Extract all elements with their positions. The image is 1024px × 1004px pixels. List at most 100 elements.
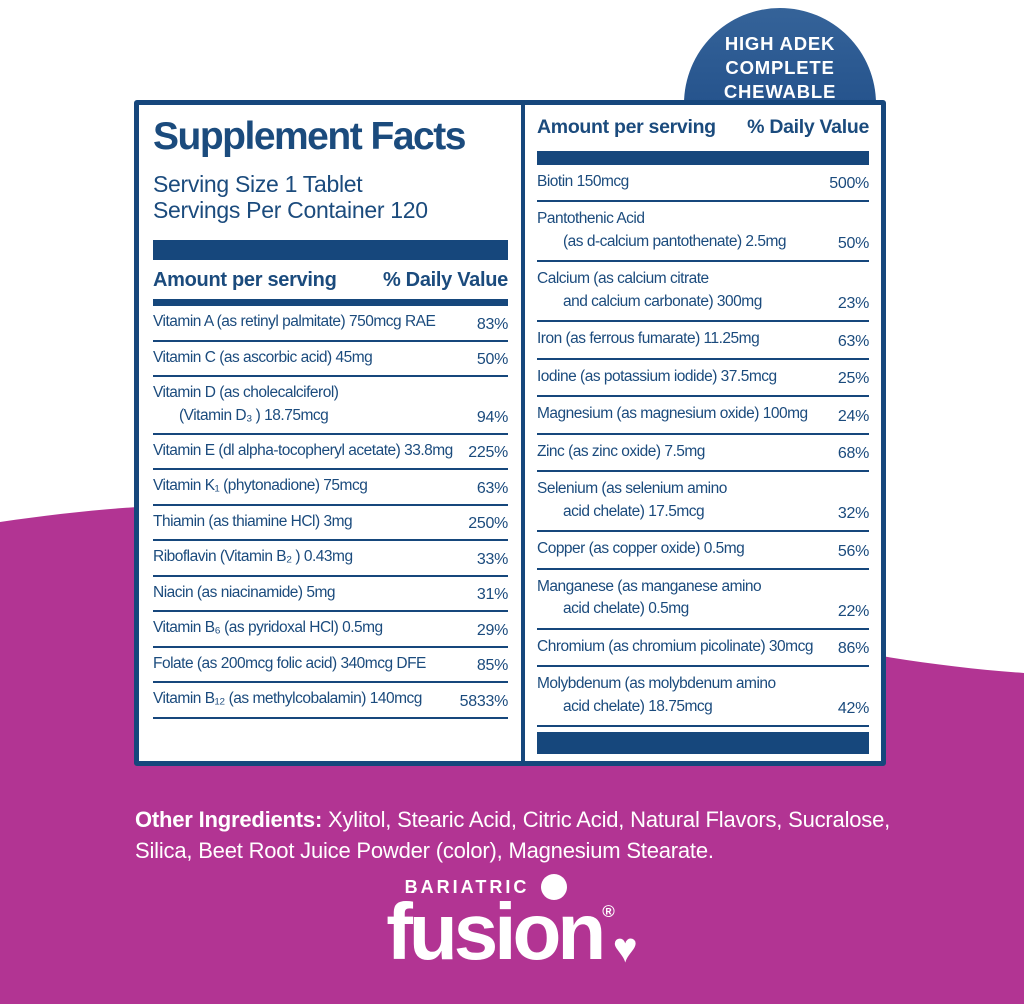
daily-value-percent: 5833%	[459, 692, 509, 710]
nutrient-name: Manganese (as manganese amino acid chelat…	[537, 576, 762, 621]
table-row: Vitamin B₆ (as pyridoxal HCl) 0.5mg 29%	[153, 612, 508, 648]
nutrient-name: Iodine (as potassium iodide) 37.5mcg	[537, 367, 777, 385]
badge-line-3: CHEWABLE	[723, 81, 837, 102]
registered-mark-icon: ®	[602, 902, 615, 921]
table-row: Vitamin A (as retinyl palmitate) 750mcg …	[153, 306, 508, 342]
table-row: Magnesium (as magnesium oxide) 100mg 24%	[537, 397, 869, 435]
i-dot-icon	[541, 874, 568, 900]
nutrient-name: Vitamin A (as retinyl palmitate) 750mcg …	[153, 313, 436, 331]
nutrient-name: Pantothenic Acid (as d-calcium pantothena…	[537, 208, 787, 253]
daily-value-percent: 24%	[837, 407, 869, 425]
daily-value-percent: 42%	[837, 699, 869, 717]
nutrient-name: Vitamin E (dl alpha-tocopheryl acetate) …	[153, 441, 453, 459]
daily-value-percent: 33%	[476, 550, 508, 568]
nutrient-name-line2: (as d-calcium pantothenate) 2.5mg	[563, 232, 787, 250]
daily-value-percent: 56%	[837, 542, 869, 560]
amount-header: Amount per serving	[537, 116, 716, 138]
daily-value-percent: 500%	[829, 175, 869, 193]
table-row: Manganese (as manganese amino acid chelat…	[537, 570, 869, 630]
table-row: Vitamin C (as ascorbic acid) 45mg 50%	[153, 342, 508, 378]
nutrient-name: Vitamin B₁₂ (as methylcobalamin) 140mcg	[153, 690, 422, 708]
daily-value-header: % Daily Value	[747, 116, 869, 138]
nutrient-name: Thiamin (as thiamine HCl) 3mg	[153, 512, 353, 530]
table-row: Biotin 150mcg 500%	[537, 165, 869, 203]
nutrient-name: Chromium (as chromium picolinate) 30mcg	[537, 637, 813, 655]
daily-value-header: % Daily Value	[382, 269, 508, 292]
daily-value-percent: 50%	[837, 235, 869, 253]
table-row: Selenium (as selenium amino acid chelate)…	[537, 472, 869, 533]
brand-logo: BARIATRIC fusion ® ♥	[0, 874, 1024, 976]
other-ingredients: Other Ingredients: Xylitol, Stearic Acid…	[135, 804, 905, 866]
table-row: Pantothenic Acid (as d-calcium pantothena…	[537, 202, 869, 263]
heart-icon: ♥	[612, 924, 638, 972]
right-column-headers: Amount per serving % Daily Value	[537, 109, 869, 145]
separator-bar	[153, 240, 508, 261]
table-row: Copper (as copper oxide) 0.5mg 56%	[537, 532, 869, 570]
daily-value-percent: 23%	[837, 295, 869, 313]
brand-name-row: fusion ® ♥	[386, 887, 638, 976]
daily-value-percent: 68%	[837, 445, 869, 463]
supplement-facts-panel: Supplement Facts Serving Size 1 Tablet S…	[134, 100, 886, 766]
nutrient-name-line2: (Vitamin D₃ ) 18.75mcg	[179, 406, 329, 424]
header-rule	[153, 299, 508, 307]
table-row: Iron (as ferrous fumarate) 11.25mg 63%	[537, 322, 869, 360]
servings-per-container: Servings Per Container 120	[153, 197, 428, 224]
daily-value-percent: 50%	[476, 351, 508, 369]
nutrient-name-line2: acid chelate) 0.5mg	[563, 600, 689, 618]
nutrient-name-line2: acid chelate) 17.5mcg	[563, 502, 705, 520]
nutrient-name: Zinc (as zinc oxide) 7.5mg	[537, 442, 705, 460]
daily-value-percent: 63%	[476, 479, 508, 497]
nutrient-name: Vitamin C (as ascorbic acid) 45mg	[153, 348, 373, 366]
serving-size: Serving Size 1 Tablet	[153, 170, 363, 197]
daily-value-percent: 25%	[837, 370, 869, 388]
table-row: Calcium (as calcium citrate and calcium c…	[537, 262, 869, 323]
table-row: Zinc (as zinc oxide) 7.5mg 68%	[537, 435, 869, 473]
badge-line-1: HIGH ADEK	[724, 33, 836, 54]
daily-value-percent: 94%	[476, 408, 508, 426]
nutrient-name: Copper (as copper oxide) 0.5mg	[537, 540, 745, 558]
table-row: Iodine (as potassium iodide) 37.5mcg 25%	[537, 360, 869, 398]
table-row: Vitamin K₁ (phytonadione) 75mcg 63%	[153, 470, 508, 506]
nutrient-name: Niacin (as niacinamide) 5mg	[153, 583, 336, 601]
other-ingredients-text: Xylitol, Stearic Acid, Citric Acid, Natu…	[135, 807, 891, 864]
daily-value-percent: 29%	[476, 621, 508, 639]
serving-info: Serving Size 1 Tablet Servings Per Conta…	[153, 171, 508, 224]
nutrient-name: Iron (as ferrous fumarate) 11.25mg	[537, 330, 760, 348]
nutrient-name: Vitamin D (as cholecalciferol) (Vitamin D…	[153, 382, 339, 427]
brand-top-text: BARIATRIC	[404, 876, 530, 897]
table-row: Chromium (as chromium picolinate) 30mcg 8…	[537, 630, 869, 668]
nutrient-name-line2: acid chelate) 18.75mcg	[563, 697, 713, 715]
daily-value-percent: 32%	[837, 505, 869, 523]
column-divider	[521, 105, 525, 761]
table-row: Vitamin D (as cholecalciferol) (Vitamin D…	[153, 377, 508, 435]
nutrient-name-line2: and calcium carbonate) 300mg	[563, 292, 762, 310]
daily-value-percent: 63%	[837, 332, 869, 350]
badge-line-2: COMPLETE	[725, 57, 835, 78]
table-row: Folate (as 200mcg folic acid) 340mcg DFE…	[153, 648, 508, 684]
daily-value-percent: 225%	[468, 444, 508, 462]
left-column-headers: Amount per serving % Daily Value	[153, 260, 508, 299]
table-row: Vitamin B₁₂ (as methylcobalamin) 140mcg 5…	[153, 683, 509, 719]
nutrient-name: Riboflavin (Vitamin B₂ ) 0.43mg	[153, 548, 353, 566]
nutrient-name: Calcium (as calcium citrate and calcium c…	[537, 268, 762, 313]
facts-left-column: Supplement Facts Serving Size 1 Tablet S…	[139, 105, 521, 761]
brand-name-text: fusion	[386, 887, 606, 976]
daily-value-percent: 22%	[837, 602, 869, 620]
table-row: Riboflavin (Vitamin B₂ ) 0.43mg 33%	[153, 541, 508, 577]
closing-bar	[537, 731, 869, 754]
daily-value-percent: 85%	[476, 657, 508, 675]
panel-title: Supplement Facts	[153, 115, 466, 158]
table-row: Thiamin (as thiamine HCl) 3mg 250%	[153, 506, 508, 542]
separator-bar	[537, 151, 869, 165]
nutrient-name: Biotin 150mcg	[537, 173, 629, 190]
left-rows: Vitamin A (as retinyl palmitate) 750mcg …	[153, 306, 508, 719]
daily-value-percent: 83%	[476, 315, 508, 333]
daily-value-percent: 250%	[468, 515, 508, 533]
brand-top-row: BARIATRIC	[405, 874, 568, 900]
daily-value-percent: 86%	[837, 640, 869, 658]
nutrient-name: Vitamin B₆ (as pyridoxal HCl) 0.5mg	[153, 619, 383, 637]
nutrient-name: Selenium (as selenium amino acid chelate)…	[537, 478, 727, 523]
nutrient-name: Folate (as 200mcg folic acid) 340mcg DFE	[153, 654, 426, 672]
table-row: Vitamin E (dl alpha-tocopheryl acetate) …	[153, 435, 508, 471]
table-row: Niacin (as niacinamide) 5mg 31%	[153, 577, 508, 613]
